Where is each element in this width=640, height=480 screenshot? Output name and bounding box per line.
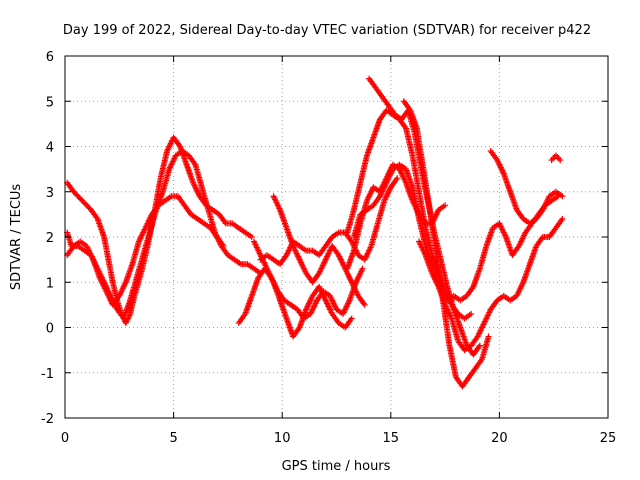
y-axis-title: SDTVAR / TECUs: [9, 184, 24, 291]
series-3: [64, 193, 227, 308]
y-tick-label: 0: [46, 322, 54, 337]
data-point: [394, 175, 401, 182]
y-axis-tick-labels: -2 -1 0 1 2 3 4 5 6: [41, 50, 54, 427]
series-5: [250, 238, 355, 340]
data-point: [557, 157, 564, 164]
series-1: [64, 134, 255, 326]
x-tick-label: 15: [383, 431, 400, 446]
y-tick-label: 3: [46, 186, 54, 201]
y-tick-label: -2: [41, 412, 54, 427]
y-tick-label: -1: [41, 367, 54, 382]
series-16: [548, 152, 564, 164]
data-series: [64, 75, 566, 390]
data-point: [248, 234, 255, 240]
y-tick-label: 1: [46, 276, 54, 291]
series-6: [270, 193, 368, 308]
y-tick-label: 5: [46, 95, 54, 110]
x-axis-tick-labels: 0 5 10 15 20 25: [61, 431, 616, 446]
x-tick-label: 5: [169, 431, 177, 446]
data-point: [220, 243, 227, 250]
data-point: [468, 310, 475, 317]
data-point: [559, 193, 566, 200]
chart-title: Day 199 of 2022, Sidereal Day-to-day VTE…: [63, 23, 591, 38]
series-15: [487, 148, 566, 227]
series-13: [416, 215, 566, 354]
data-point: [359, 265, 366, 272]
y-tick-label: 2: [46, 231, 54, 246]
series-7: [257, 175, 401, 268]
y-tick-label: 6: [46, 50, 54, 65]
data-point: [476, 342, 483, 349]
x-tick-label: 10: [274, 431, 291, 446]
data-point: [485, 333, 492, 340]
data-point: [361, 301, 368, 308]
data-point: [442, 202, 449, 209]
grid-lines: [65, 56, 608, 418]
data-point: [348, 315, 355, 322]
axis-ticks: [64, 55, 609, 419]
data-point: [559, 215, 566, 222]
x-tick-label: 25: [600, 431, 617, 446]
x-axis-title: GPS time / hours: [282, 459, 391, 474]
series-2: [64, 148, 264, 322]
y-tick-label: 4: [46, 141, 54, 156]
x-tick-label: 20: [491, 431, 508, 446]
x-tick-label: 0: [61, 431, 69, 446]
